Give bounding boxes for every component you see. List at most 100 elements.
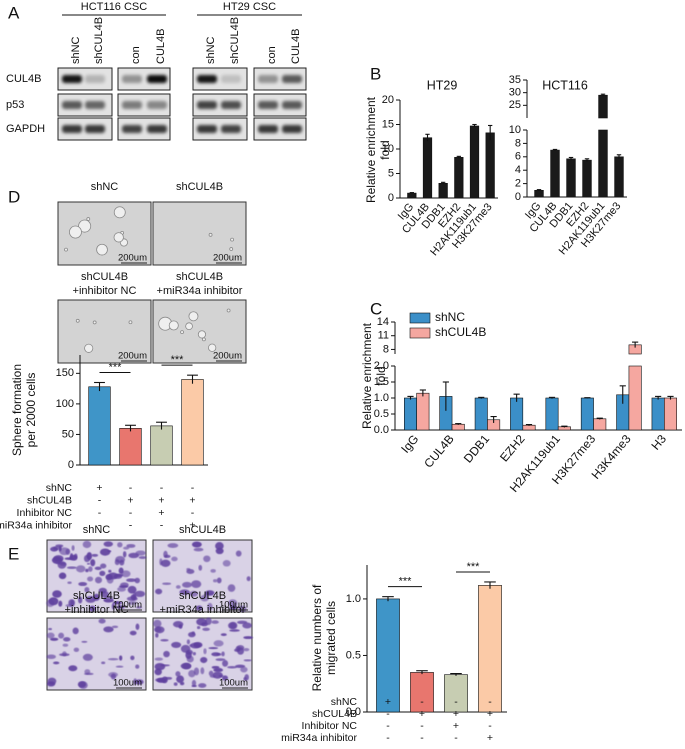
bar [181,379,204,466]
stained-cell [77,681,87,688]
blot-band [85,75,105,83]
stained-cell [175,671,181,677]
stained-cell [189,590,198,597]
stained-cell [215,658,226,662]
scale-bar-label: 200um [213,253,242,264]
legend-label: shNC [435,310,465,324]
blot-lane-label: con [130,46,142,64]
stained-cell [103,595,114,603]
scale-bar-label: 100um [113,600,142,611]
stained-cell [63,637,71,642]
stained-cell [154,657,164,661]
stained-cell [229,629,240,632]
stained-cell [101,661,106,665]
stained-cell [188,670,196,678]
stained-cell [207,602,213,611]
stained-cell [228,599,238,608]
y-tick-label: 2.0 [374,360,389,372]
stained-cell [94,566,102,571]
condition-mark: + [158,507,164,519]
blot-row-label: p53 [6,99,24,111]
sphere [230,237,234,242]
stained-cell [213,640,224,647]
y-axis-label: Relative enrichment [360,322,374,429]
stained-cell [227,665,238,669]
stained-cell [134,577,141,584]
stained-cell [162,582,172,585]
micrograph-label: shCUL4B [179,524,226,536]
condition-mark: - [386,708,390,720]
stained-cell [188,631,196,638]
y-tick-label: 1.0 [374,392,389,404]
micrograph-label: shNC [91,181,119,193]
y-axis-label: Sphere formation [10,364,24,456]
stained-cell [67,581,72,585]
chart-title: HT29 [427,78,458,92]
y-axis-label: fold [378,140,392,159]
stained-cell [132,591,137,600]
sphere [185,322,193,331]
stained-cell [52,661,60,665]
stained-cell [191,541,202,548]
condition-mark: - [454,696,458,708]
sphere [188,311,199,322]
stained-cell [138,556,147,559]
y-tick-label: 6 [515,151,521,163]
stained-cell [74,553,78,559]
bar [119,428,142,466]
panel-letter: E [8,544,19,563]
stained-cell [111,603,115,610]
y-tick-label: 0 [68,459,74,471]
y-tick-label: 100 [56,398,74,410]
y-tick-label: 0 [515,191,521,203]
condition-mark: + [385,696,391,708]
y-tick-label: 14 [377,316,389,328]
sphere [64,247,68,252]
blot-band [221,101,241,109]
stained-cell [86,552,93,561]
stained-cell [50,637,59,641]
stained-cell [107,658,119,661]
stained-cell [103,626,114,633]
stained-cell [244,674,249,681]
stained-cell [82,540,92,549]
stained-cell [136,606,142,609]
blot-band [62,75,82,83]
stained-cell [126,543,136,548]
bar [469,125,480,199]
blot-band [221,125,241,133]
stained-cell [198,683,207,688]
stained-cell [100,591,110,598]
stained-cell [99,548,111,556]
sphere [128,320,133,325]
legend-swatch [409,312,431,324]
condition-mark: + [189,494,195,506]
stained-cell [222,675,229,681]
stained-cell [58,600,63,607]
bar [628,365,642,431]
bar [550,149,560,198]
blot-band [282,101,302,109]
condition-label: shCUL4B [312,708,357,720]
stained-cell [243,636,254,640]
stained-cell [235,664,246,668]
stained-cell [246,576,251,582]
y-tick-label: 1.5 [374,376,389,388]
bar [150,425,173,466]
stained-cell [86,562,90,565]
y-tick-label: 0.0 [346,706,361,718]
stained-cell [243,659,252,662]
stained-cell [85,596,96,603]
stained-cell [88,566,93,572]
blot-band [147,101,167,109]
stained-cell [68,665,78,672]
stained-cell [81,640,88,643]
sphere [208,343,217,352]
stained-cell [215,542,224,550]
blot-box [192,117,248,141]
bar [438,183,448,199]
stained-cell [160,664,170,667]
y-tick-label: 0.0 [374,424,389,436]
condition-mark: + [487,732,493,744]
stained-cell [211,620,219,624]
